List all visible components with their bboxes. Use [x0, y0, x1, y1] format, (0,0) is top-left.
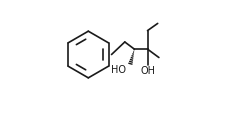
- Text: OH: OH: [140, 66, 155, 76]
- Text: HO: HO: [111, 65, 126, 75]
